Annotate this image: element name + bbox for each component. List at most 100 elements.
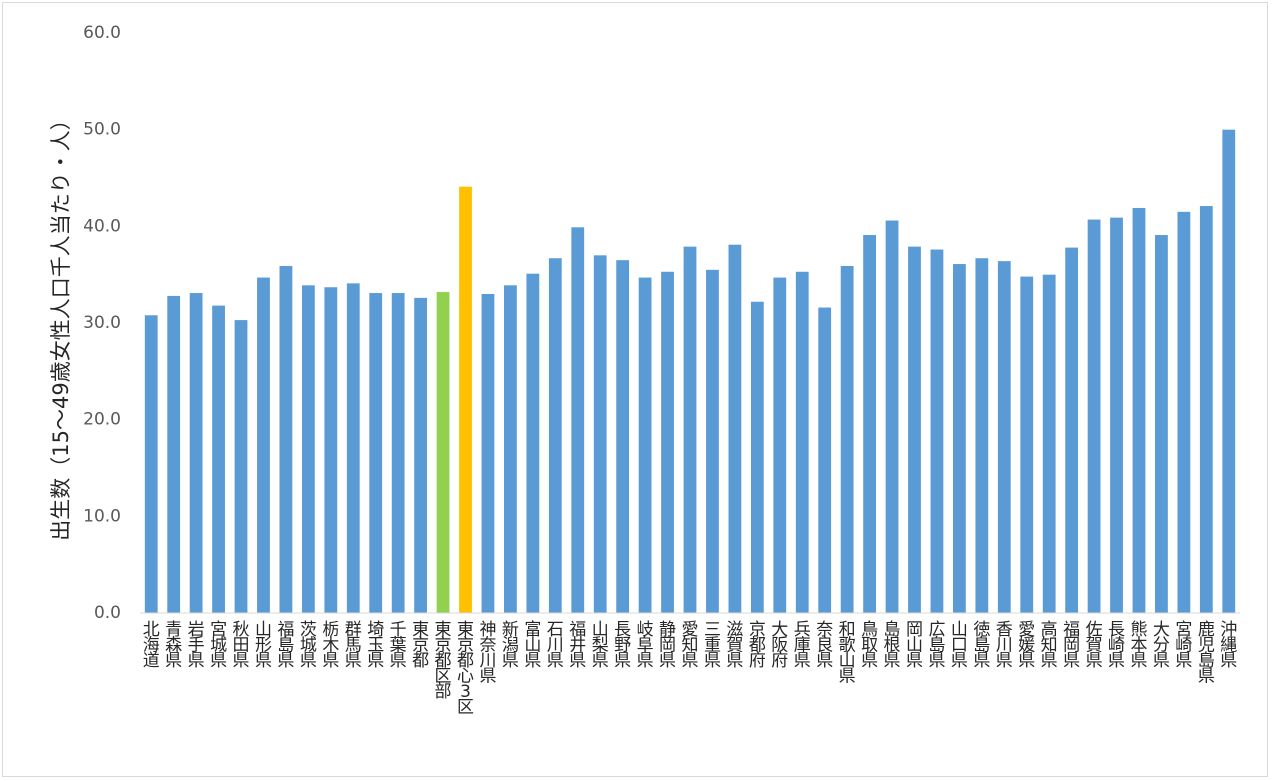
x-category-label: 徳島県 <box>973 620 990 671</box>
x-category-label: 宮崎県 <box>1175 620 1192 671</box>
bar <box>750 301 764 613</box>
bar <box>1110 217 1123 613</box>
x-category-label: 富山県 <box>524 620 541 671</box>
x-category-label: 奈良県 <box>816 620 833 671</box>
bar <box>504 285 517 613</box>
bar <box>1087 219 1101 613</box>
x-category-label: 福井県 <box>569 620 586 671</box>
bar <box>1222 129 1236 614</box>
bar <box>481 294 495 613</box>
y-tick-label: 40.0 <box>83 216 121 236</box>
bar <box>683 246 697 613</box>
x-category-label: 愛媛県 <box>1018 620 1035 671</box>
x-category-label: 石川県 <box>547 620 564 671</box>
x-category-label: 山梨県 <box>592 620 609 671</box>
category-labels: 北海道青森県岩手県宮城県秋田県山形県福島県茨城県栃木県群馬県埼玉県千葉県東京都東… <box>143 620 1238 718</box>
x-category-label: 島根県 <box>884 620 901 671</box>
bar <box>952 264 966 613</box>
bar <box>638 277 652 613</box>
bar <box>706 269 719 613</box>
x-category-label: 熊本県 <box>1130 620 1147 671</box>
x-category-label: 岐阜県 <box>637 620 654 671</box>
bar <box>728 244 742 613</box>
y-axis-label: 出生数（15～49歳女性人口千人当たり・人） <box>49 109 73 540</box>
bar <box>369 293 383 613</box>
y-tick-label: 10.0 <box>83 506 121 526</box>
bar <box>795 271 809 613</box>
x-category-label: 鹿児島県 <box>1198 620 1215 687</box>
bar <box>1020 276 1034 613</box>
bar <box>548 258 562 613</box>
bar <box>257 277 270 613</box>
x-category-label: 岡山県 <box>906 620 923 671</box>
x-category-label: 佐賀県 <box>1086 620 1103 671</box>
x-category-label: 長野県 <box>614 620 631 671</box>
x-category-label: 山形県 <box>255 620 272 671</box>
bar <box>234 320 248 613</box>
bar <box>301 285 315 613</box>
bar <box>1065 247 1079 613</box>
y-tick-label: 60.0 <box>83 23 121 43</box>
x-category-label: 神奈川県 <box>479 620 496 687</box>
x-category-label: 山口県 <box>951 620 968 671</box>
x-category-label: 茨城県 <box>300 620 317 671</box>
x-category-label: 栃木県 <box>322 620 339 671</box>
x-category-label: 青森県 <box>165 620 182 671</box>
x-category-label: 東京都 <box>412 620 429 671</box>
bar <box>414 297 428 613</box>
bar <box>863 235 876 613</box>
x-category-label: 大分県 <box>1153 620 1170 671</box>
bars <box>144 129 1236 614</box>
x-category-label: 三重県 <box>704 620 721 671</box>
x-category-label: 福島県 <box>277 620 294 671</box>
bar <box>1155 235 1168 613</box>
x-category-label: 高知県 <box>1041 620 1058 671</box>
y-axis-ticks: 0.0 10.0 20.0 30.0 40.0 50.0 60.0 <box>83 23 121 623</box>
x-category-label: 千葉県 <box>390 620 407 671</box>
bar <box>593 255 607 613</box>
y-tick-label: 30.0 <box>83 313 121 333</box>
bar <box>526 273 540 613</box>
bar <box>1177 211 1191 613</box>
bar <box>616 260 630 613</box>
x-category-label: 新潟県 <box>502 620 519 671</box>
x-category-label: 沖縄県 <box>1220 620 1237 671</box>
x-category-label: 岩手県 <box>188 620 205 671</box>
bar <box>459 186 472 613</box>
bar <box>1042 274 1056 613</box>
x-category-label: 東京都心 3 区 <box>457 620 474 718</box>
x-category-label: 京都府 <box>749 620 766 671</box>
bar <box>212 305 225 613</box>
y-tick-label: 20.0 <box>83 410 121 430</box>
x-category-label: 静岡県 <box>659 620 676 671</box>
x-category-label: 埼玉県 <box>367 620 384 671</box>
x-category-label: 愛知県 <box>682 620 699 671</box>
x-category-label: 滋賀県 <box>726 620 743 671</box>
bar <box>818 307 832 613</box>
bar <box>1199 206 1213 613</box>
bar <box>908 246 921 613</box>
bar <box>930 249 944 613</box>
x-category-label: 北海道 <box>143 620 160 671</box>
x-category-label: 和歌山県 <box>839 620 856 687</box>
bar <box>144 315 158 613</box>
x-category-label: 鳥取県 <box>861 620 878 671</box>
bar <box>346 283 360 613</box>
bar <box>661 271 674 613</box>
bar <box>975 258 989 613</box>
bar <box>571 227 585 614</box>
bar <box>773 277 787 613</box>
bar <box>997 261 1011 613</box>
x-category-label: 秋田県 <box>233 620 250 671</box>
bar <box>167 295 181 613</box>
x-category-label: 宮城県 <box>210 620 227 671</box>
x-category-label: 広島県 <box>928 620 945 671</box>
bar <box>1132 207 1146 613</box>
x-category-label: 大阪府 <box>771 620 788 671</box>
x-category-label: 長崎県 <box>1108 620 1125 671</box>
x-category-label: 東京都区部 <box>435 620 452 702</box>
bar <box>279 265 293 613</box>
bar <box>436 292 450 613</box>
bar <box>324 287 338 613</box>
